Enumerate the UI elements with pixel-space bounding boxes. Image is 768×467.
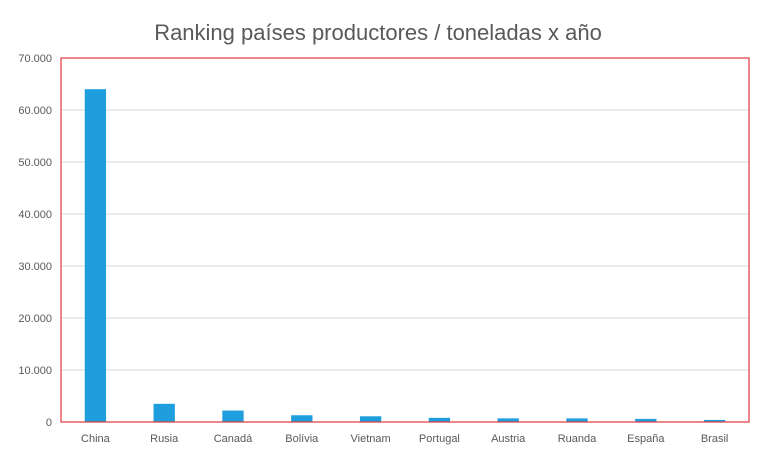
bar-vietnam [359,416,382,422]
y-tick-label: 20.000 [18,313,52,325]
y-tick-label: 30.000 [18,261,52,273]
bar-canada [222,410,244,422]
x-category-label: Vietnam [351,433,391,445]
x-category-label: Portugal [419,433,460,445]
bar-austria [497,418,519,422]
x-category-label: Bolívia [285,433,319,445]
y-axis-tick-labels: 0 10.000 20.000 30.000 40.000 50.000 60.000 70.… [18,53,52,429]
x-category-label: China [81,433,111,445]
y-tick-label: 50.000 [18,157,52,169]
y-tick-label: 0 [46,417,52,429]
x-axis-category-labels: China Rusia Canadá Bolívia Vietnam Portugal Au… [81,433,728,445]
bar-ruanda [566,418,588,422]
x-category-label: Brasil [701,433,729,445]
x-category-label: Ruanda [558,433,597,445]
bar-espana [635,418,657,422]
gridlines [61,57,749,423]
y-tick-label: 60.000 [18,105,52,117]
y-tick-label: 40.000 [18,209,52,221]
x-category-label: España [627,433,665,445]
y-tick-label: 10.000 [18,365,52,377]
bars [84,89,726,422]
bar-china [84,89,107,422]
bar-portugal [428,417,451,422]
y-tick-label: 70.000 [18,53,52,65]
chart-title: Ranking países productores / toneladas x… [154,20,602,45]
bar-rusia [153,403,175,422]
x-category-label: Canadá [214,433,253,445]
bar-bolivia [291,415,313,422]
bar-brasil [703,419,726,422]
x-category-label: Austria [491,433,526,445]
plot-area-border [60,57,750,423]
x-category-label: Rusia [150,433,179,445]
